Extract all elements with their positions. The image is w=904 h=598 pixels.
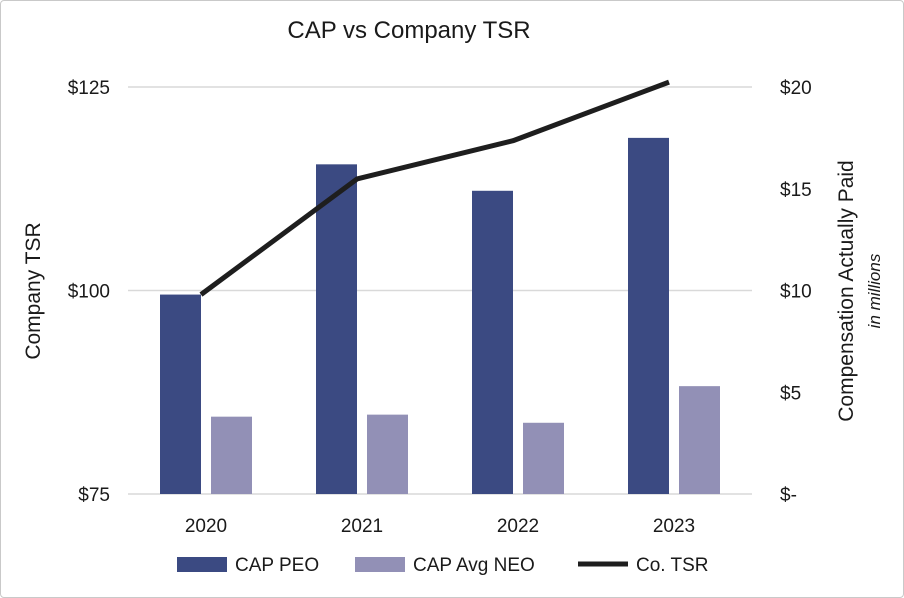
right-tick-label: $10 — [780, 282, 812, 303]
right-tick-label: $5 — [780, 383, 801, 404]
bar-cap-peo-2022 — [472, 190, 513, 494]
legend-swatch-cap-avg-neo — [355, 557, 405, 572]
right-tick-label: $20 — [780, 78, 812, 99]
chart-title: CAP vs Company TSR — [287, 17, 530, 44]
bar-cap-avg-neo-2023 — [679, 386, 720, 494]
right-axis-title: Compensation Actually Paid — [835, 160, 858, 422]
legend-label-cap-peo: CAP PEO — [235, 555, 319, 576]
bar-cap-peo-2021 — [316, 164, 357, 494]
right-tick-label: $15 — [780, 180, 812, 201]
tsr-line-layer — [199, 79, 670, 297]
right-axis-ticks: $- $5 $10 $15 $20 — [780, 78, 812, 506]
left-axis-title: Company TSR — [22, 222, 45, 359]
x-tick-label: 2022 — [497, 516, 539, 537]
x-tick-label: 2023 — [653, 516, 695, 537]
bar-cap-avg-neo-2020 — [211, 416, 252, 494]
left-tick-label: $125 — [68, 78, 110, 99]
bar-cap-avg-neo-2022 — [523, 422, 564, 494]
bar-cap-peo-2023 — [628, 137, 669, 494]
legend-label-co-tsr: Co. TSR — [636, 555, 709, 576]
x-axis-ticks: 2020 2021 2022 2023 — [185, 516, 695, 537]
bar-cap-avg-neo-2021 — [367, 414, 408, 494]
tsr-line — [199, 79, 670, 297]
right-axis-subtitle: in millions — [865, 253, 884, 328]
bar-cap-peo-2020 — [160, 294, 201, 494]
legend-label-cap-avg-neo: CAP Avg NEO — [413, 555, 535, 576]
right-tick-label: $- — [780, 485, 797, 506]
left-tick-label: $100 — [68, 282, 110, 303]
left-tick-label: $75 — [78, 485, 110, 506]
x-tick-label: 2020 — [185, 516, 227, 537]
legend: CAP PEO CAP Avg NEO Co. TSR — [177, 555, 709, 576]
left-axis-ticks: $75 $100 $125 — [68, 78, 110, 506]
legend-swatch-cap-peo — [177, 557, 227, 572]
x-tick-label: 2021 — [341, 516, 383, 537]
bars — [160, 137, 720, 494]
